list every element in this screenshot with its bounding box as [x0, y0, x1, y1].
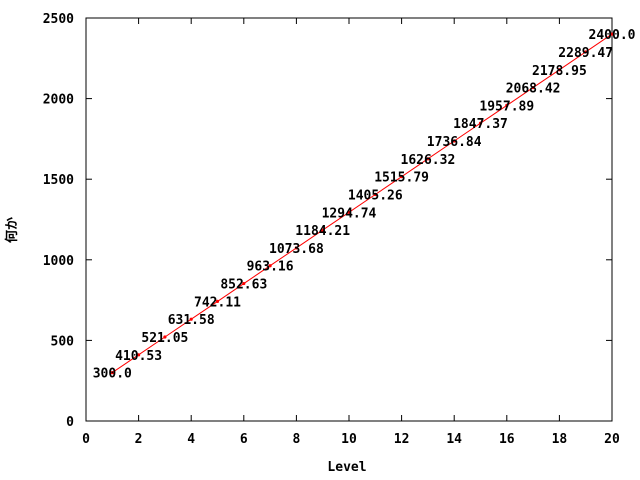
data-label: 300.0: [93, 367, 132, 382]
data-label: 742.11: [194, 295, 241, 310]
data-point: [242, 281, 246, 286]
data-labels: 300.0 410.53 521.05 631.58 742.11 852.63 963.1…: [93, 28, 636, 382]
y-axis-label: 何か: [4, 217, 20, 243]
data-point: [347, 210, 351, 214]
data-point: [294, 246, 298, 250]
x-tick-label: 12: [394, 432, 410, 447]
data-point: [426, 157, 430, 161]
data-point: [584, 50, 588, 54]
series-line: [112, 33, 613, 374]
data-point: [452, 139, 456, 143]
data-label: 2068.42: [506, 82, 561, 97]
y-axis-ticks: 0 500 1000 1500 2000 2500: [43, 12, 612, 430]
data-label: 963.16: [247, 260, 294, 275]
data-point: [505, 103, 509, 107]
data-point: [110, 371, 114, 375]
data-label: 1294.74: [322, 206, 377, 221]
data-label: 2178.95: [532, 64, 587, 79]
x-tick-label: 4: [187, 432, 195, 447]
data-label: 1736.84: [427, 135, 482, 150]
data-label: 410.53: [115, 349, 162, 364]
y-tick-label: 2000: [43, 93, 74, 108]
data-point: [400, 175, 404, 179]
data-label: 1957.89: [479, 99, 534, 114]
x-tick-label: 16: [499, 432, 515, 447]
series-layer: [110, 32, 614, 375]
data-label: 1073.68: [269, 242, 324, 257]
data-label: 2289.47: [558, 46, 613, 61]
data-point: [321, 228, 325, 232]
y-tick-label: 1000: [43, 254, 74, 269]
data-label: 521.05: [141, 331, 188, 346]
x-tick-label: 14: [446, 432, 462, 447]
y-tick-label: 1500: [43, 173, 74, 188]
data-label: 1405.26: [348, 188, 403, 203]
data-label: 1626.32: [401, 153, 456, 168]
y-tick-label: 0: [66, 415, 74, 430]
data-point: [268, 264, 272, 268]
data-label: 631.58: [168, 313, 215, 328]
data-point: [478, 121, 483, 125]
data-point: [531, 85, 535, 90]
data-label: 1184.21: [295, 224, 350, 239]
data-label: 1847.37: [453, 117, 508, 132]
x-tick-label: 6: [240, 432, 248, 447]
y-tick-label: 2500: [43, 12, 74, 27]
x-tick-label: 20: [604, 432, 620, 447]
x-tick-label: 0: [82, 432, 90, 447]
data-point: [163, 335, 167, 339]
data-point: [137, 353, 141, 357]
data-label: 1515.79: [374, 171, 429, 186]
data-point: [557, 68, 562, 72]
data-point: [215, 299, 220, 303]
x-tick-label: 10: [341, 432, 357, 447]
x-tick-label: 8: [292, 432, 300, 447]
x-tick-label: 18: [552, 432, 568, 447]
data-label: 2400.0: [589, 28, 636, 43]
data-point: [610, 32, 614, 36]
data-point: [373, 192, 377, 197]
x-axis-label: Level: [327, 460, 366, 475]
x-tick-label: 2: [135, 432, 143, 447]
x-axis-ticks: 0 2 4 6 8 10 12 14 16 18 20: [82, 18, 620, 447]
data-point: [189, 317, 193, 321]
data-label: 852.63: [220, 278, 267, 293]
y-tick-label: 500: [51, 334, 75, 349]
